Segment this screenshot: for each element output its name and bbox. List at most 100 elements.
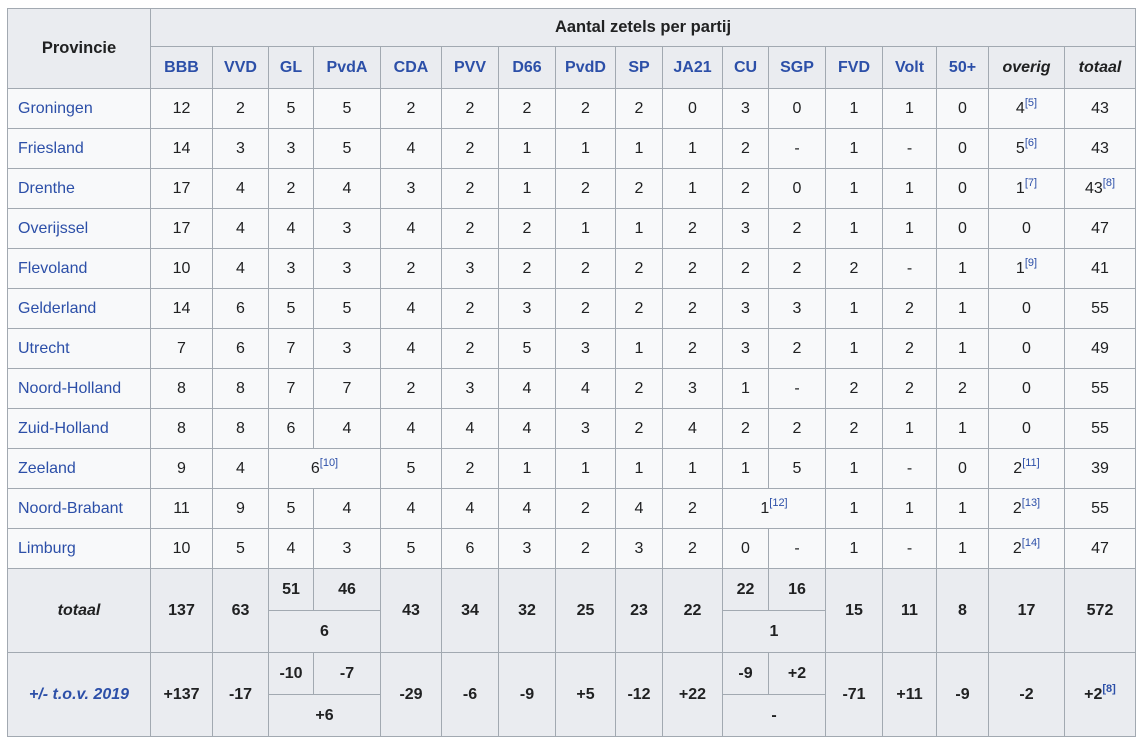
seat-value: 572 [1086, 601, 1114, 619]
seat-value: 3 [581, 339, 590, 357]
seat-value: 3 [286, 139, 296, 157]
seat-value: 5 [342, 299, 352, 317]
seat-cell: 0 [936, 88, 989, 129]
party-link[interactable]: SGP [780, 58, 814, 76]
party-link[interactable]: PVV [453, 58, 486, 76]
province-cell: Flevoland [7, 248, 151, 289]
seat-value: 1 [958, 419, 967, 437]
seat-value: -10 [279, 664, 303, 682]
party-link[interactable]: CDA [393, 58, 429, 76]
seat-cell: 4 [212, 168, 269, 209]
footnote-sup: [10] [320, 454, 338, 469]
seat-value: 1 [905, 219, 914, 237]
reference-link[interactable]: [14] [1021, 537, 1041, 550]
seat-cell: 8 [150, 408, 213, 449]
seat-cell: -2 [988, 652, 1065, 737]
party-link[interactable]: JA21 [673, 58, 712, 76]
seat-value: 5 [1015, 139, 1025, 157]
reference-link[interactable]: [6] [1024, 137, 1038, 150]
reference-link[interactable]: [7] [1024, 177, 1038, 190]
seat-value: - [794, 379, 800, 397]
province-link[interactable]: Friesland [18, 139, 84, 157]
seat-value: 2 [465, 219, 475, 237]
seat-value: 1 [905, 99, 914, 117]
seat-cell: 5 [268, 88, 314, 129]
seat-value: 1 [849, 459, 859, 477]
seat-value: 3 [522, 539, 532, 557]
column-header-d66: D66 [498, 46, 556, 89]
seat-value: 0 [1022, 379, 1031, 397]
seat-value: 3 [581, 419, 590, 437]
reference-link[interactable]: [10] [319, 457, 339, 470]
seat-value: 5 [236, 539, 245, 557]
footnote-sup: [12] [769, 494, 787, 509]
seat-cell: 1 [825, 288, 883, 329]
province-link[interactable]: Gelderland [18, 299, 97, 317]
seat-cell: 1 [825, 448, 883, 489]
seat-cell: - [882, 448, 937, 489]
party-link[interactable]: Volt [894, 58, 925, 76]
change-row-label[interactable]: +/- t.o.v. 2019 [7, 652, 151, 737]
seat-cell: +2[8] [1064, 652, 1136, 737]
seat-value: 8 [177, 419, 186, 437]
seat-cell: 32 [498, 568, 556, 653]
party-link[interactable]: BBB [164, 58, 199, 76]
province-link[interactable]: Limburg [18, 539, 76, 557]
seat-cell: +137 [150, 652, 213, 737]
seat-cell: 2 [380, 88, 442, 129]
province-link[interactable]: Noord-Brabant [18, 499, 123, 517]
party-link[interactable]: GL [279, 58, 303, 76]
party-link[interactable]: PvdD [565, 58, 606, 76]
province-link[interactable]: Overijssel [18, 219, 89, 237]
seat-value: 2 [581, 499, 590, 517]
seat-cell: 14 [150, 288, 213, 329]
seat-value: 2 [522, 99, 532, 117]
party-link[interactable]: FVD [838, 58, 870, 76]
reference-link[interactable]: [9] [1024, 257, 1038, 270]
province-link[interactable]: Utrecht [18, 339, 70, 357]
change-label-link[interactable]: +/- t.o.v. 2019 [28, 685, 130, 703]
province-link[interactable]: Groningen [18, 99, 93, 117]
reference-link[interactable]: [11] [1022, 457, 1040, 470]
party-link[interactable]: PvdA [326, 58, 368, 76]
seat-cell: -6 [441, 652, 499, 737]
party-link[interactable]: 50+ [948, 58, 977, 76]
seat-value: - [794, 139, 800, 157]
seat-value: 6 [236, 299, 245, 317]
party-link[interactable]: SP [628, 58, 650, 76]
seat-cell: 0 [768, 168, 826, 209]
province-link[interactable]: Noord-Holland [18, 379, 122, 397]
seat-value: 137 [168, 601, 195, 619]
totals-row-label: totaal [7, 568, 151, 653]
seat-cell: 23 [615, 568, 663, 653]
reference-link[interactable]: [12] [769, 497, 788, 510]
reference-link[interactable]: [8] [1102, 683, 1116, 696]
reference-link[interactable]: [5] [1024, 97, 1038, 110]
seat-value: 55 [1091, 499, 1109, 517]
seat-value: +5 [576, 685, 595, 703]
seat-value: 2 [406, 259, 416, 277]
seat-value: 4 [342, 179, 352, 197]
party-link[interactable]: D66 [512, 58, 542, 76]
seat-cell: 4 [662, 408, 723, 449]
seat-value: 43 [1091, 99, 1109, 117]
party-link[interactable]: CU [733, 58, 758, 76]
province-link[interactable]: Flevoland [18, 259, 88, 277]
seat-cell: 3 [313, 528, 381, 569]
province-link[interactable]: Zeeland [18, 459, 76, 477]
column-header-sgp: SGP [768, 46, 826, 89]
seat-value: 2 [905, 379, 914, 397]
seat-value: 5 [286, 499, 296, 517]
seat-value: 4 [522, 499, 532, 517]
seat-cell: 1 [936, 328, 989, 369]
reference-link[interactable]: [13] [1021, 497, 1041, 510]
seat-cell: 55 [1064, 288, 1136, 329]
seat-cell: 0 [988, 288, 1065, 329]
seat-cell: 55 [1064, 368, 1136, 409]
party-link[interactable]: VVD [224, 58, 257, 76]
province-link[interactable]: Zuid-Holland [18, 419, 109, 437]
seat-value: 3 [236, 139, 245, 157]
reference-link[interactable]: [8] [1102, 177, 1116, 190]
seat-cell: 1 [555, 208, 616, 249]
province-link[interactable]: Drenthe [18, 179, 75, 197]
